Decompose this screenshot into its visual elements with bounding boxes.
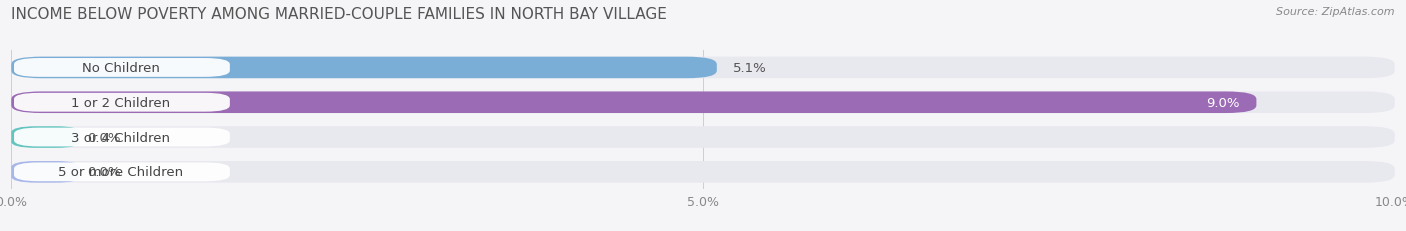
FancyBboxPatch shape [14, 59, 229, 77]
Text: 0.0%: 0.0% [87, 131, 121, 144]
FancyBboxPatch shape [11, 161, 80, 183]
FancyBboxPatch shape [11, 92, 1257, 113]
FancyBboxPatch shape [11, 58, 1395, 79]
Text: INCOME BELOW POVERTY AMONG MARRIED-COUPLE FAMILIES IN NORTH BAY VILLAGE: INCOME BELOW POVERTY AMONG MARRIED-COUPL… [11, 7, 666, 22]
Text: Source: ZipAtlas.com: Source: ZipAtlas.com [1277, 7, 1395, 17]
Text: 9.0%: 9.0% [1206, 96, 1240, 109]
FancyBboxPatch shape [14, 128, 229, 147]
Text: 5 or more Children: 5 or more Children [58, 166, 183, 179]
FancyBboxPatch shape [11, 92, 1395, 113]
FancyBboxPatch shape [11, 58, 717, 79]
FancyBboxPatch shape [11, 161, 1395, 183]
FancyBboxPatch shape [14, 163, 229, 182]
FancyBboxPatch shape [11, 127, 80, 148]
FancyBboxPatch shape [11, 127, 1395, 148]
Text: 5.1%: 5.1% [734, 62, 768, 75]
Text: No Children: No Children [82, 62, 159, 75]
Text: 3 or 4 Children: 3 or 4 Children [72, 131, 170, 144]
Text: 1 or 2 Children: 1 or 2 Children [70, 96, 170, 109]
FancyBboxPatch shape [14, 93, 229, 112]
Text: 0.0%: 0.0% [87, 166, 121, 179]
